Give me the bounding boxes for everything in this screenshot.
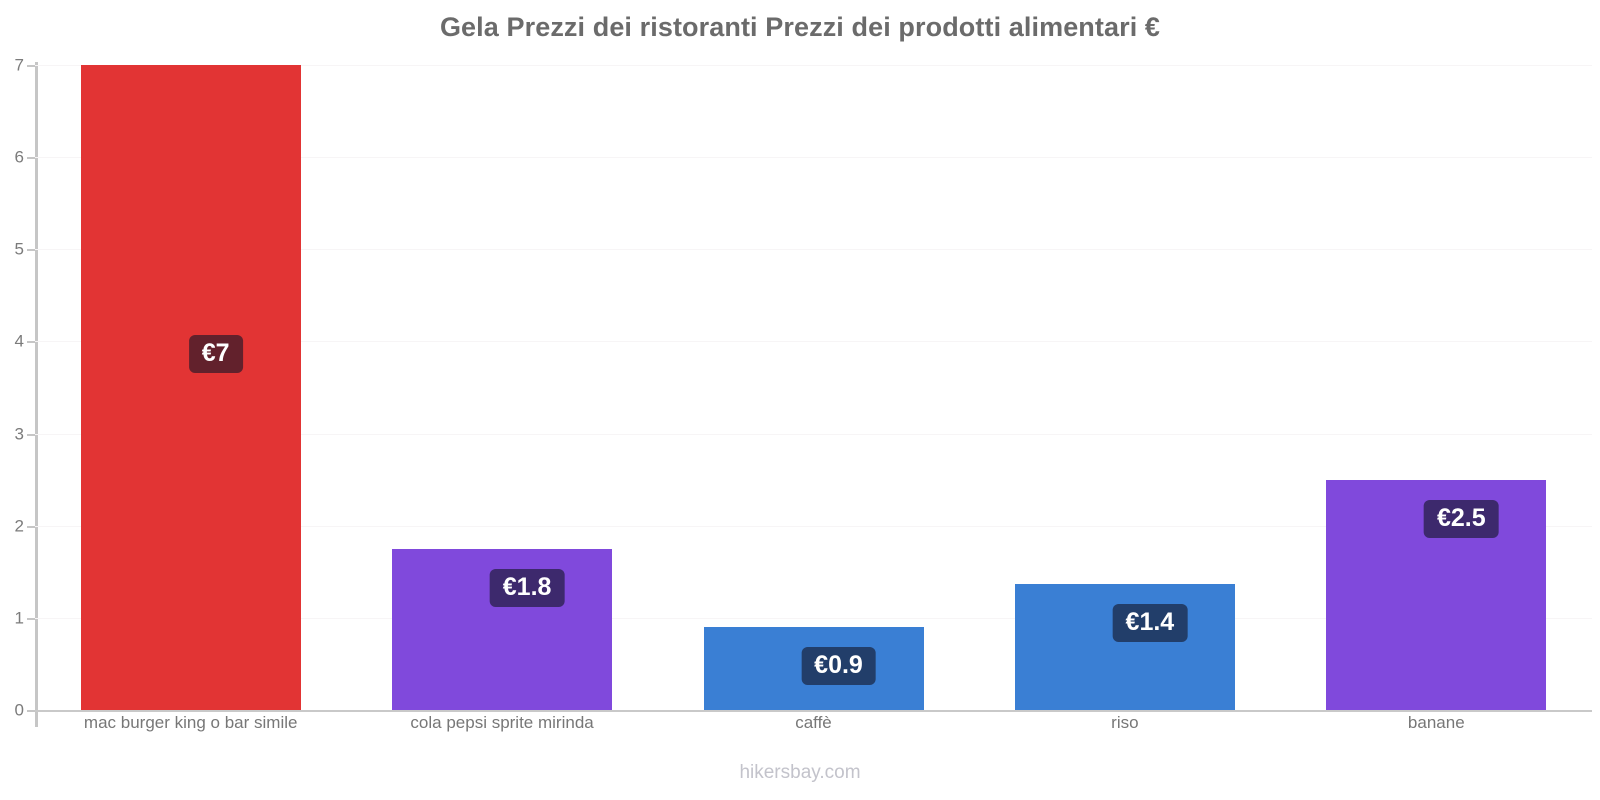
bar-value-label: €0.9 (801, 647, 876, 686)
chart-title: Gela Prezzi dei ristoranti Prezzi dei pr… (439, 12, 1161, 42)
y-axis-tick-mark (27, 157, 35, 160)
bar-value-label: €2.5 (1423, 499, 1499, 538)
y-axis-tick-label: 7 (14, 55, 24, 75)
y-axis-line (35, 62, 38, 727)
gridline (35, 433, 1592, 435)
x-axis-tick-label: caffè (795, 713, 832, 732)
footer-credit: hikersbay.com (739, 762, 861, 783)
y-axis-tick-mark (27, 341, 35, 344)
y-axis-tick-label: 1 (14, 608, 24, 628)
y-axis-tick-label: 5 (14, 239, 24, 259)
y-axis-tick-mark (27, 617, 35, 620)
x-axis-tick-label: mac burger king o bar simile (83, 713, 298, 732)
y-axis-tick-label: 3 (14, 424, 24, 444)
x-axis-tick-label: banane (1407, 713, 1465, 732)
plot-area: 0 1 2 3 4 5 6 7 €7 €1.8 €0.9 €1.4 €2.5 (15, 57, 1592, 719)
bar-value-label: €7 (188, 335, 243, 374)
y-axis-tick-label: 6 (14, 147, 24, 167)
y-axis-tick-mark (27, 433, 35, 436)
bar-value-label: €1.4 (1112, 603, 1188, 642)
gridline (35, 157, 1592, 159)
y-axis-tick-label: 4 (14, 331, 24, 351)
y-axis-tick-mark (27, 710, 35, 712)
y-axis-tick-mark (27, 525, 35, 528)
gridline (35, 617, 1592, 619)
y-axis-tick-label: 0 (14, 700, 24, 720)
y-axis-tick-mark (27, 65, 35, 67)
y-axis-tick-mark (27, 249, 35, 252)
x-axis-tick-label: riso (1111, 713, 1139, 732)
gridline (35, 341, 1592, 343)
bar[interactable] (1014, 583, 1235, 710)
y-axis-tick-label: 2 (14, 516, 24, 536)
x-axis-tick-label: cola pepsi sprite mirinda (410, 713, 594, 732)
gridline (35, 249, 1592, 251)
gridline (35, 65, 1592, 66)
gridline (35, 710, 1592, 712)
bar-value-label: €1.8 (489, 568, 565, 607)
gridline (35, 525, 1592, 527)
bar[interactable] (80, 65, 301, 710)
